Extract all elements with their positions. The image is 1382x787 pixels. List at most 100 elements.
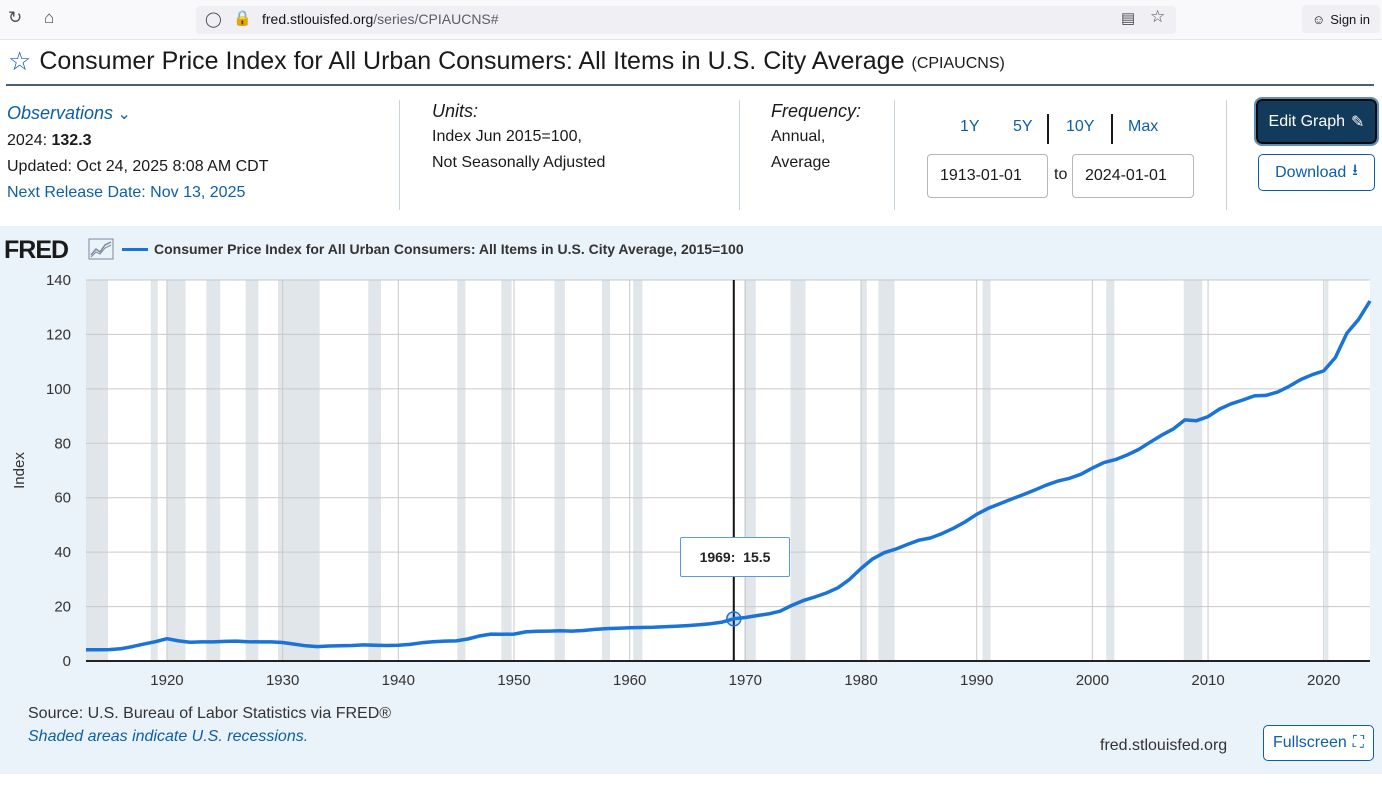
x-tick-label: 1920 xyxy=(150,672,183,689)
download-icon: ⭳ xyxy=(1352,162,1358,179)
y-tick-label: 40 xyxy=(54,544,71,561)
meta-divider xyxy=(1226,100,1227,210)
range-separator xyxy=(1047,114,1049,144)
recession-note: Shaded areas indicate U.S. recessions. xyxy=(28,728,309,745)
units-value-2: Not Seasonally Adjusted xyxy=(432,154,606,171)
recession-band xyxy=(166,280,186,661)
recession-band xyxy=(368,280,381,661)
recession-band xyxy=(601,280,611,661)
line-chart[interactable]: 0 20 40 60 80 100 120 140 1920 1930 1940 1950 1960 19… xyxy=(0,226,1382,701)
fred-site-text: fred.stlouisfed.org xyxy=(1100,737,1228,754)
series-title-row: ☆ Consumer Price Index for All Urban Con… xyxy=(8,44,1005,78)
frequency-value-1: Annual, xyxy=(771,128,826,145)
edit-icon: ✎ xyxy=(1351,113,1365,131)
fullscreen-button[interactable]: Fullscreen ⛶ xyxy=(1263,725,1374,761)
range-1y-button[interactable]: 1Y xyxy=(960,118,980,135)
hover-point xyxy=(726,611,742,627)
recession-band xyxy=(86,280,108,661)
recession-band xyxy=(1324,280,1329,661)
address-bar[interactable] xyxy=(196,6,1176,34)
recession-band xyxy=(501,280,512,661)
url-text[interactable]: fred.stlouisfed.org/series/CPIAUCNS# xyxy=(262,11,499,27)
range-separator xyxy=(1111,114,1113,144)
recession-band xyxy=(744,280,756,661)
lock-icon[interactable]: 🔒 xyxy=(233,10,252,27)
frequency-label: Frequency: xyxy=(771,101,862,121)
latest-observation: 2024: 132.3 xyxy=(7,132,92,149)
date-range-to-label: to xyxy=(1054,166,1068,183)
range-max-button[interactable]: Max xyxy=(1128,118,1159,135)
sign-in-button[interactable]: ☺ Sign in xyxy=(1302,5,1380,33)
recession-band xyxy=(1183,280,1203,661)
units-value-1: Index Jun 2015=100, xyxy=(432,128,582,145)
series-id: (CPIAUCNS) xyxy=(911,55,1005,72)
updated-text: Updated: Oct 24, 2025 8:08 AM CDT xyxy=(7,158,269,175)
legend-line-swatch xyxy=(122,248,148,251)
x-tick-label: 2020 xyxy=(1307,672,1340,689)
chart-legend: Consumer Price Index for All Urban Consu… xyxy=(154,241,744,257)
cpi-series-line xyxy=(86,300,1372,652)
home-icon[interactable]: ⌂ xyxy=(44,8,55,27)
fullscreen-icon: ⛶ xyxy=(1352,734,1364,751)
chart-trend-icon xyxy=(88,238,114,260)
reload-icon[interactable]: ↻ xyxy=(8,8,23,27)
recession-band xyxy=(878,280,895,661)
recession-band xyxy=(790,280,806,661)
y-tick-label: 140 xyxy=(46,272,71,289)
x-tick-label: 2000 xyxy=(1076,672,1109,689)
page-title: Consumer Price Index for All Urban Consu… xyxy=(39,46,905,75)
meta-divider xyxy=(894,100,895,210)
units-label: Units: xyxy=(432,101,479,121)
x-tick-label: 1980 xyxy=(844,672,877,689)
observations-dropdown[interactable]: Observations ⌄ xyxy=(7,103,131,123)
fred-logo: FRED xyxy=(4,236,69,264)
x-tick-label: 1940 xyxy=(382,672,415,689)
meta-divider xyxy=(739,100,740,210)
start-date-input[interactable] xyxy=(927,154,1048,198)
y-tick-label: 100 xyxy=(46,381,71,398)
y-axis-label: Index xyxy=(11,452,28,489)
frequency-block: Frequency: Annual, Average xyxy=(771,98,861,176)
units-block: Units: Index Jun 2015=100, Not Seasonall… xyxy=(432,98,605,176)
title-divider xyxy=(6,84,1374,86)
shield-icon[interactable]: ◯ xyxy=(205,11,222,28)
x-tick-label: 1930 xyxy=(266,672,299,689)
end-date-input[interactable] xyxy=(1072,154,1194,198)
y-tick-label: 120 xyxy=(46,326,71,343)
browser-toolbar: ↻ ⌂ ◯ 🔒 fred.stlouisfed.org/series/CPIAU… xyxy=(0,0,1382,40)
range-10y-button[interactable]: 10Y xyxy=(1066,118,1095,135)
download-button[interactable]: Download ⭳ xyxy=(1258,154,1375,191)
next-release-link[interactable]: Next Release Date: Nov 13, 2025 xyxy=(7,184,246,201)
x-tick-label: 1990 xyxy=(960,672,993,689)
chevron-down-icon: ⌄ xyxy=(117,106,131,123)
x-tick-label: 1950 xyxy=(497,672,530,689)
recession-band xyxy=(861,280,867,661)
observations-block: Observations ⌄ 2024: 132.3 Updated: Oct … xyxy=(7,100,268,206)
meta-divider xyxy=(399,100,400,210)
recession-band xyxy=(554,280,565,661)
edit-graph-button[interactable]: Edit Graph ✎ xyxy=(1254,97,1379,146)
recession-band xyxy=(982,280,991,661)
recession-band xyxy=(457,280,466,661)
account-icon: ☺ xyxy=(1311,11,1326,27)
y-tick-label: 20 xyxy=(54,599,71,616)
frequency-value-2: Average xyxy=(771,154,831,171)
recession-band xyxy=(1106,280,1115,661)
bookmark-star-icon[interactable]: ☆ xyxy=(1150,7,1166,26)
y-tick-label: 60 xyxy=(54,490,71,507)
range-5y-button[interactable]: 5Y xyxy=(1013,118,1033,135)
recession-band xyxy=(278,280,320,661)
favorite-star-icon[interactable]: ☆ xyxy=(8,45,32,76)
recession-band xyxy=(633,280,643,661)
x-tick-label: 1970 xyxy=(729,672,762,689)
reader-view-icon[interactable]: ▤ xyxy=(1121,10,1136,27)
recession-band xyxy=(206,280,221,661)
chart-tooltip: 1969: 15.5 xyxy=(680,537,790,577)
x-tick-label: 2010 xyxy=(1191,672,1224,689)
y-tick-label: 80 xyxy=(54,435,71,452)
recession-band xyxy=(245,280,259,661)
x-tick-label: 1960 xyxy=(613,672,646,689)
y-tick-label: 0 xyxy=(63,653,71,670)
source-text: Source: U.S. Bureau of Labor Statistics … xyxy=(28,705,392,722)
recession-band xyxy=(150,280,158,661)
